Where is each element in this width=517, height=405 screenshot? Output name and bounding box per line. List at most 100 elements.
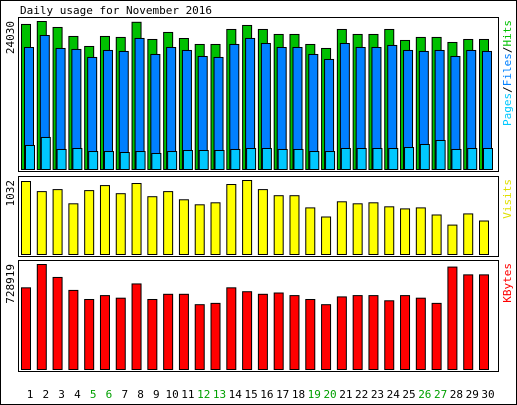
bar [400, 295, 411, 371]
bar [368, 202, 379, 255]
legend: Pages/Files/Hits [501, 20, 514, 126]
bar [384, 300, 395, 371]
bar [182, 149, 193, 171]
x-tick-label: 12 [197, 388, 210, 401]
x-tick-label: 28 [450, 388, 463, 401]
x-tick-label: 17 [276, 388, 289, 401]
bar [415, 297, 426, 370]
y-tick-label: 728919 [4, 264, 17, 304]
bar [167, 151, 178, 170]
x-tick-label: 1 [27, 388, 34, 401]
x-tick-label: 25 [402, 388, 415, 401]
bar [368, 295, 379, 371]
bar [84, 298, 95, 370]
bar [261, 147, 272, 171]
x-tick-label: 15 [244, 388, 257, 401]
bar [163, 191, 174, 255]
bar [131, 283, 142, 370]
bar [178, 293, 189, 370]
bar [483, 147, 493, 171]
bar [72, 147, 83, 171]
bar [321, 216, 332, 255]
x-tick-label: 27 [434, 388, 447, 401]
bar [336, 201, 347, 255]
x-tick-label: 16 [260, 388, 273, 401]
bar [194, 204, 205, 255]
bar [99, 295, 110, 371]
bar [36, 191, 47, 255]
bar [56, 148, 67, 170]
x-tick-label: 9 [153, 388, 160, 401]
bar [356, 147, 367, 171]
bar [289, 295, 300, 371]
legend-separator: / [501, 47, 514, 54]
legend-entry: Files [501, 53, 514, 86]
bar [84, 190, 95, 255]
x-tick-label: 29 [466, 388, 479, 401]
bar [21, 181, 31, 255]
y-tick-label: 24030 [4, 21, 17, 54]
bar [384, 206, 395, 255]
bar [246, 147, 257, 171]
bar [415, 207, 426, 256]
bar [21, 287, 31, 370]
bar [479, 220, 489, 255]
bar [352, 295, 363, 371]
bar [230, 148, 241, 170]
bar [147, 298, 158, 370]
bar [214, 149, 225, 171]
bar [135, 151, 146, 170]
x-tick-label: 21 [339, 388, 352, 401]
x-tick-label: 3 [58, 388, 65, 401]
bar [118, 50, 129, 170]
bar [447, 224, 458, 255]
bar [226, 184, 237, 255]
x-tick-label: 18 [292, 388, 305, 401]
bar [242, 180, 253, 255]
bar [103, 151, 114, 170]
bar [463, 274, 474, 371]
bar [388, 147, 399, 171]
x-tick-label: 11 [181, 388, 194, 401]
panel-box [18, 17, 499, 172]
bar [52, 276, 63, 370]
bar [151, 152, 162, 170]
bar [210, 202, 221, 255]
y-tick-label: 1032 [4, 180, 17, 207]
bar [451, 148, 462, 170]
bar [257, 189, 268, 255]
bar [273, 292, 284, 370]
x-tick-label: 24 [387, 388, 401, 401]
bar [325, 151, 336, 170]
bar [352, 203, 363, 255]
bar [372, 147, 383, 171]
bar [134, 37, 145, 170]
bar [131, 183, 142, 255]
bar [431, 302, 442, 370]
x-tick-label: 19 [308, 388, 321, 401]
x-tick-label: 13 [213, 388, 226, 401]
bar [289, 195, 300, 256]
bar [210, 302, 221, 370]
legend-entry: Hits [501, 20, 514, 47]
bar [400, 208, 411, 256]
x-tick-label: 22 [355, 388, 368, 401]
bar [40, 136, 51, 171]
bar [305, 298, 316, 370]
bar [309, 151, 320, 170]
bar [242, 291, 253, 371]
bar [115, 193, 126, 256]
bar [25, 144, 35, 171]
legend-separator: / [501, 86, 514, 93]
bar [257, 293, 268, 370]
x-tick-label: 10 [166, 388, 179, 401]
bar [404, 147, 415, 170]
bar [119, 152, 130, 171]
bar [198, 149, 209, 171]
legend: Visits [501, 179, 514, 219]
legend-entry: Visits [501, 179, 514, 219]
x-tick-label: 7 [121, 388, 128, 401]
bar [293, 148, 304, 170]
x-tick-label: 2 [42, 388, 49, 401]
